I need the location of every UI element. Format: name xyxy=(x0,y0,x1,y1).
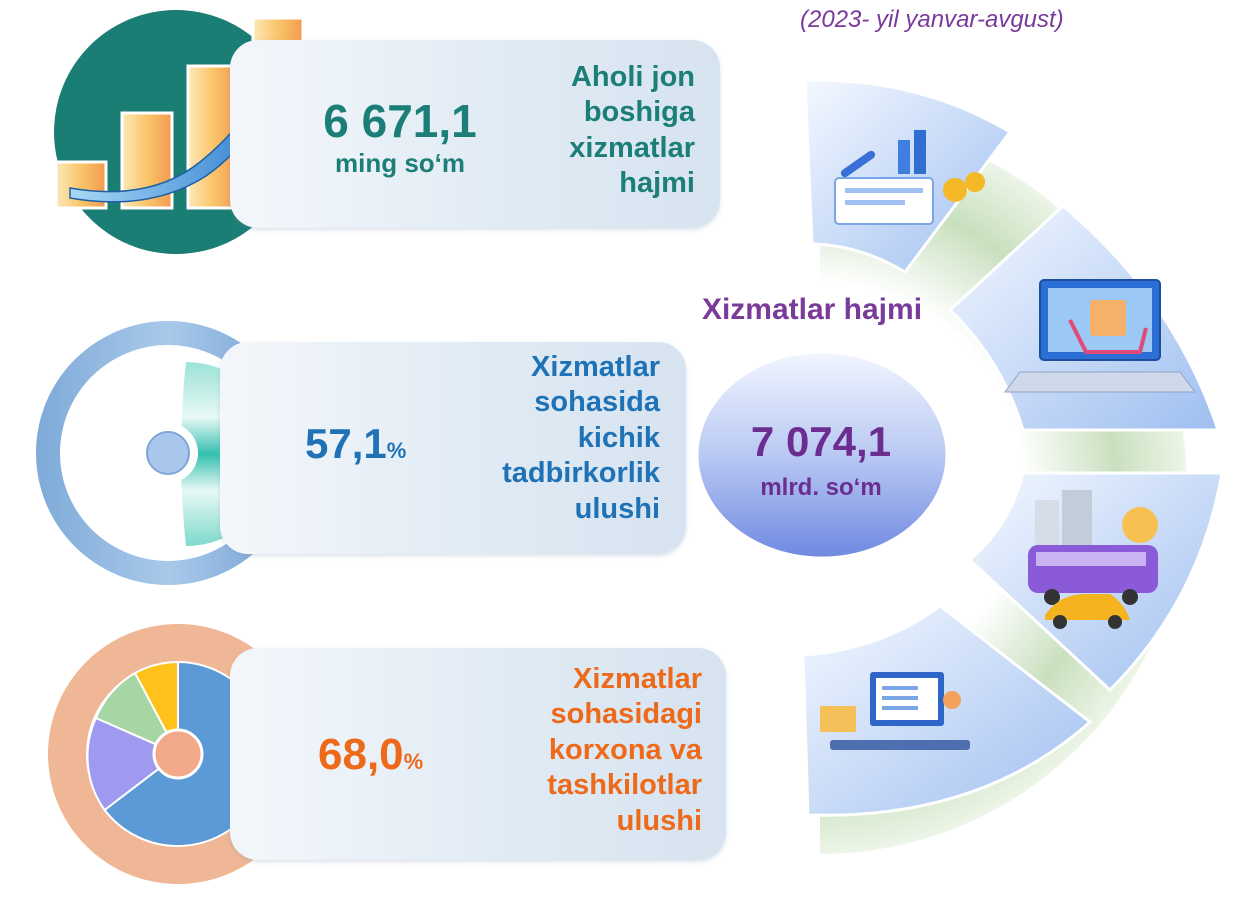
services-volume-title: Xizmatlar hajmi xyxy=(701,293,923,326)
center-oval xyxy=(693,348,951,562)
education-computer-icon xyxy=(801,604,1093,817)
card-small-business xyxy=(220,342,686,554)
card-enterprises xyxy=(230,648,726,860)
per-capita-label: Aholi jon boshiga xizmatlar hajmi xyxy=(569,61,695,200)
services-volume-value: 7 074,1 xyxy=(750,418,892,465)
small-business-share-value: 57,1% xyxy=(305,420,407,467)
city-transport-icon xyxy=(967,471,1224,693)
period-subtitle: (2023- yil yanvar-avgust) xyxy=(800,6,1064,33)
per-capita-value: 6 671,1 xyxy=(323,95,477,147)
enterprise-share-label: Xizmatlar sohasidagi korxona va tashkilo… xyxy=(547,663,702,837)
small-business-share-label: Xizmatlar sohasida kichik tadbirkorlik u… xyxy=(502,351,660,525)
finance-report-icon xyxy=(803,78,1013,274)
online-shopping-icon xyxy=(947,204,1221,432)
services-volume-unit: mlrd. so‘m xyxy=(760,474,882,501)
card-per-capita xyxy=(230,40,720,228)
per-capita-unit: ming so‘m xyxy=(334,148,465,178)
enterprise-share-value: 68,0% xyxy=(318,730,424,779)
